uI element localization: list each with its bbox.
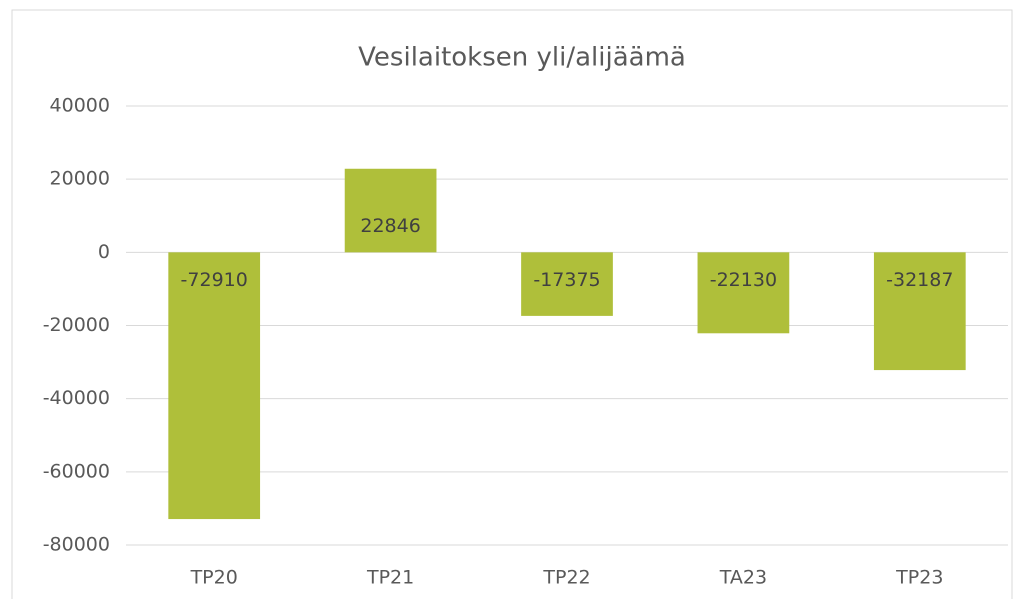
y-tick-label: -60000 [43, 460, 110, 482]
data-label: -32187 [886, 269, 953, 291]
x-tick-label: TP20 [190, 567, 238, 589]
y-tick-label: 40000 [50, 95, 110, 117]
data-label: -17375 [533, 269, 600, 291]
x-tick-label: TP23 [895, 567, 943, 589]
y-tick-label: 20000 [50, 168, 110, 190]
data-label: 22846 [360, 215, 420, 237]
y-tick-label: -80000 [43, 534, 110, 556]
data-label: -22130 [710, 269, 777, 291]
bar [521, 252, 613, 316]
data-label: -72910 [181, 269, 248, 291]
y-tick-label: 0 [98, 241, 110, 263]
chart-title: Vesilaitoksen yli/alijäämä [358, 43, 686, 73]
bar [168, 252, 261, 520]
y-tick-label: -20000 [43, 314, 110, 336]
x-tick-label: TP22 [542, 567, 590, 589]
bar [873, 252, 966, 371]
bar [344, 168, 437, 253]
bar [697, 252, 790, 334]
x-tick-label: TA23 [719, 567, 767, 589]
chart-border [11, 9, 1013, 599]
y-tick-label: -40000 [43, 387, 110, 409]
x-tick-label: TP21 [366, 567, 414, 589]
